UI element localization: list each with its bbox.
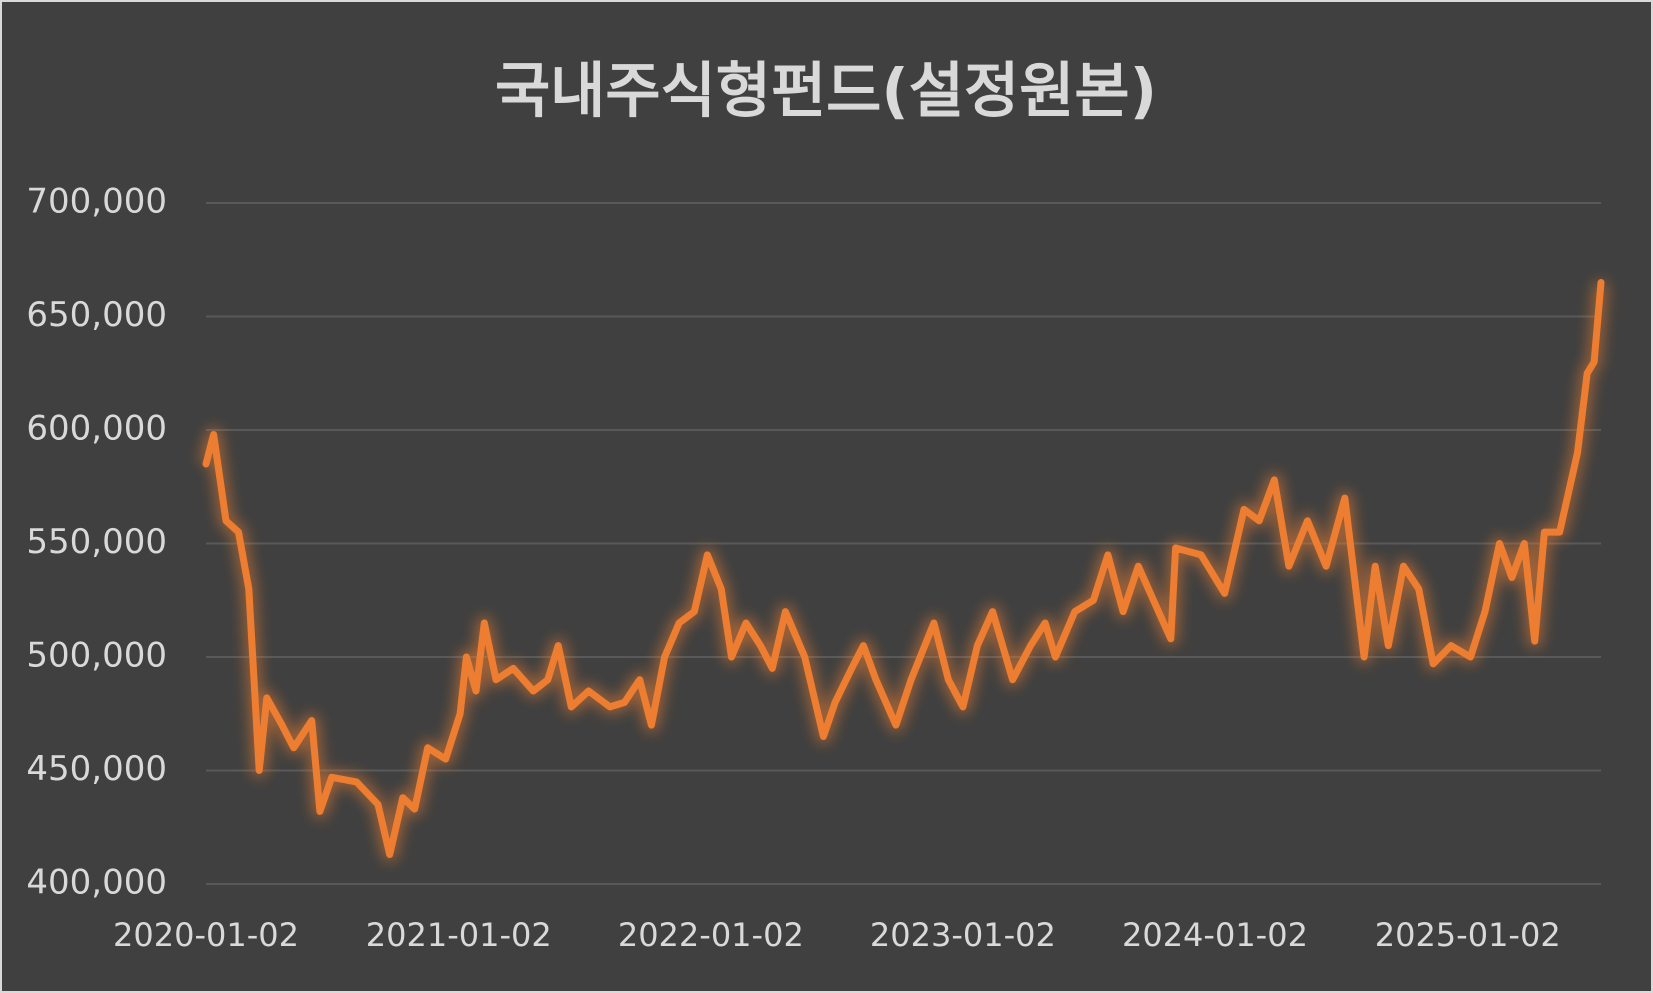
y-tick-label: 450,000 xyxy=(26,749,167,789)
y-tick-label: 400,000 xyxy=(26,863,167,903)
x-tick-label: 2021-01-02 xyxy=(366,916,552,954)
y-tick-label: 550,000 xyxy=(26,522,167,562)
y-tick-label: 600,000 xyxy=(26,409,167,449)
y-tick-label: 700,000 xyxy=(26,182,167,222)
x-tick-label: 2023-01-02 xyxy=(870,916,1056,954)
y-tick-label: 500,000 xyxy=(26,636,167,676)
x-tick-label: 2022-01-02 xyxy=(618,916,804,954)
line xyxy=(202,279,1605,858)
x-tick-label: 2025-01-02 xyxy=(1375,916,1561,954)
x-tick-label: 2024-01-02 xyxy=(1122,916,1308,954)
y-tick-label: 650,000 xyxy=(26,295,167,335)
chart-title: 국내주식형펀드(설정원본) xyxy=(495,57,1157,127)
x-tick-label: 2020-01-02 xyxy=(113,916,299,954)
